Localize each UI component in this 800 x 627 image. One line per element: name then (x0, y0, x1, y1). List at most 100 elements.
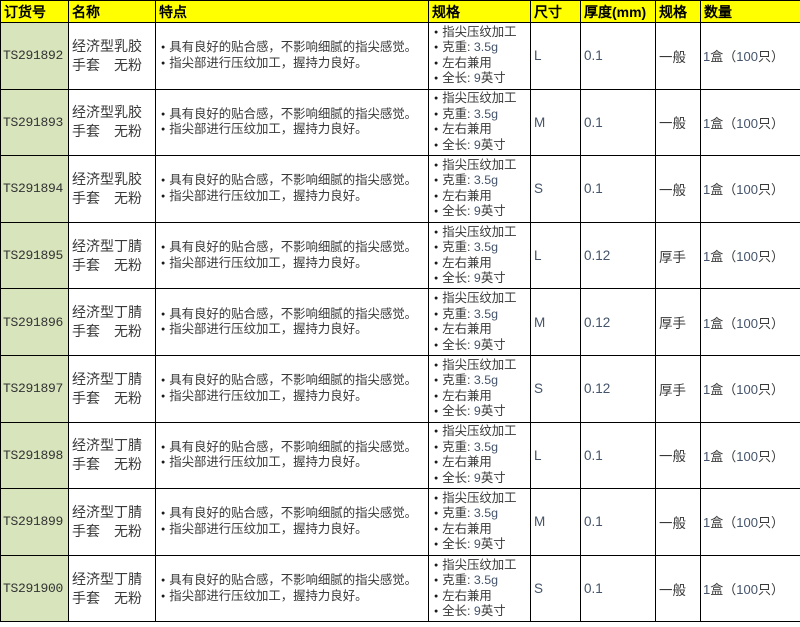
spec-text: 左右兼用 (442, 255, 492, 270)
cell-quantity[interactable]: 1盒（100只） (700, 88, 800, 157)
cell-thickness[interactable]: 0.1 (580, 22, 656, 90)
bullet-icon: ● (161, 577, 166, 585)
cell-features[interactable]: ● 具有良好的贴合感，不影响细腻的指尖感觉。 ● 指尖部进行压纹加工，握持力良好。 (155, 354, 429, 423)
cell-features[interactable]: ● 具有良好的贴合感，不影响细腻的指尖感觉。 ● 指尖部进行压纹加工，握持力良好。 (155, 288, 429, 356)
spec-item: ● 克重: 3.5g (434, 107, 528, 123)
cell-size[interactable]: M (530, 488, 581, 556)
cell-grade[interactable]: 一般 (655, 22, 701, 90)
cell-order-no[interactable]: TS291894 (0, 155, 69, 223)
cell-thickness[interactable]: 0.12 (580, 288, 656, 356)
cell-quantity[interactable]: 1盒（100只） (700, 554, 800, 623)
cell-name[interactable]: 经济型丁腈手套 无粉 (68, 288, 156, 356)
cell-order-no[interactable]: TS291899 (0, 488, 69, 556)
spec-item: ● 全长: 9英寸 (434, 204, 528, 220)
cell-grade[interactable]: 厚手 (655, 354, 701, 423)
cell-grade[interactable]: 一般 (655, 421, 701, 490)
cell-specs[interactable]: ● 指尖压纹加工 ● 克重: 3.5g ● 左右兼用 ● 全长: 9英寸 (428, 221, 531, 290)
col-header-order-no[interactable]: 订货号 (0, 0, 69, 23)
cell-quantity[interactable]: 1盒（100只） (700, 22, 800, 90)
cell-order-no[interactable]: TS291897 (0, 354, 69, 423)
feature-item: ● 指尖部进行压纹加工，握持力良好。 (161, 455, 426, 471)
cell-size[interactable]: M (530, 288, 581, 356)
cell-thickness[interactable]: 0.12 (580, 354, 656, 423)
table-row: TS291897 经济型丁腈手套 无粉 ● 具有良好的贴合感，不影响细腻的指尖感觉… (0, 354, 800, 423)
cell-grade[interactable]: 厚手 (655, 288, 701, 356)
feature-text: 指尖部进行压纹加工，握持力良好。 (169, 588, 368, 603)
cell-features[interactable]: ● 具有良好的贴合感，不影响细腻的指尖感觉。 ● 指尖部进行压纹加工，握持力良好。 (155, 554, 429, 623)
col-header-name[interactable]: 名称 (68, 0, 156, 23)
cell-specs[interactable]: ● 指尖压纹加工 ● 克重: 3.5g ● 左右兼用 ● 全长: 9英寸 (428, 554, 531, 623)
cell-quantity[interactable]: 1盒（100只） (700, 421, 800, 490)
table-row: TS291892 经济型乳胶手套 无粉 ● 具有良好的贴合感，不影响细腻的指尖感觉… (0, 22, 800, 90)
cell-name[interactable]: 经济型丁腈手套 无粉 (68, 354, 156, 423)
cell-specs[interactable]: ● 指尖压纹加工 ● 克重: 3.5g ● 左右兼用 ● 全长: 9英寸 (428, 22, 531, 90)
cell-thickness[interactable]: 0.1 (580, 554, 656, 623)
cell-order-no[interactable]: TS291896 (0, 288, 69, 356)
cell-specs[interactable]: ● 指尖压纹加工 ● 克重: 3.5g ● 左右兼用 ● 全长: 9英寸 (428, 488, 531, 556)
spec-item: ● 指尖压纹加工 (434, 225, 528, 241)
cell-features[interactable]: ● 具有良好的贴合感，不影响细腻的指尖感觉。 ● 指尖部进行压纹加工，握持力良好。 (155, 88, 429, 157)
col-header-size[interactable]: 尺寸 (530, 0, 581, 23)
cell-size[interactable]: S (530, 155, 581, 223)
cell-specs[interactable]: ● 指尖压纹加工 ● 克重: 3.5g ● 左右兼用 ● 全长: 9英寸 (428, 155, 531, 223)
cell-features[interactable]: ● 具有良好的贴合感，不影响细腻的指尖感觉。 ● 指尖部进行压纹加工，握持力良好。 (155, 155, 429, 223)
feature-item: ● 指尖部进行压纹加工，握持力良好。 (161, 322, 426, 338)
cell-order-no[interactable]: TS291892 (0, 22, 69, 90)
cell-grade[interactable]: 一般 (655, 88, 701, 157)
cell-specs[interactable]: ● 指尖压纹加工 ● 克重: 3.5g ● 左右兼用 ● 全长: 9英寸 (428, 88, 531, 157)
cell-specs[interactable]: ● 指尖压纹加工 ● 克重: 3.5g ● 左右兼用 ● 全长: 9英寸 (428, 354, 531, 423)
cell-thickness[interactable]: 0.1 (580, 88, 656, 157)
cell-quantity[interactable]: 1盒（100只） (700, 288, 800, 356)
cell-size[interactable]: S (530, 354, 581, 423)
col-header-quantity[interactable]: 数量 (700, 0, 800, 23)
cell-grade[interactable]: 厚手 (655, 221, 701, 290)
col-header-grade[interactable]: 规格 (655, 0, 701, 23)
bullet-icon: ● (434, 525, 439, 533)
bullet-icon: ● (434, 126, 439, 134)
cell-size[interactable]: L (530, 421, 581, 490)
cell-grade[interactable]: 一般 (655, 554, 701, 623)
col-header-thickness[interactable]: 厚度(mm) (580, 0, 656, 23)
cell-quantity[interactable]: 1盒（100只） (700, 221, 800, 290)
cell-name[interactable]: 经济型乳胶手套 无粉 (68, 88, 156, 157)
cell-order-no[interactable]: TS291893 (0, 88, 69, 157)
cell-name[interactable]: 经济型丁腈手套 无粉 (68, 421, 156, 490)
cell-name[interactable]: 经济型丁腈手套 无粉 (68, 221, 156, 290)
cell-features[interactable]: ● 具有良好的贴合感，不影响细腻的指尖感觉。 ● 指尖部进行压纹加工，握持力良好。 (155, 421, 429, 490)
cell-features[interactable]: ● 具有良好的贴合感，不影响细腻的指尖感觉。 ● 指尖部进行压纹加工，握持力良好。 (155, 22, 429, 90)
cell-order-no[interactable]: TS291900 (0, 554, 69, 623)
feature-item: ● 具有良好的贴合感，不影响细腻的指尖感觉。 (161, 40, 426, 56)
bullet-icon: ● (434, 341, 439, 349)
cell-size[interactable]: L (530, 22, 581, 90)
spec-text: 左右兼用 (442, 588, 492, 603)
cell-name[interactable]: 经济型丁腈手套 无粉 (68, 488, 156, 556)
cell-quantity[interactable]: 1盒（100只） (700, 155, 800, 223)
cell-grade[interactable]: 一般 (655, 155, 701, 223)
cell-thickness[interactable]: 0.1 (580, 155, 656, 223)
cell-order-no[interactable]: TS291898 (0, 421, 69, 490)
col-header-specs[interactable]: 规格 (428, 0, 531, 23)
cell-name[interactable]: 经济型乳胶手套 无粉 (68, 155, 156, 223)
col-header-features[interactable]: 特点 (155, 0, 429, 23)
cell-specs[interactable]: ● 指尖压纹加工 ● 克重: 3.5g ● 左右兼用 ● 全长: 9英寸 (428, 288, 531, 356)
cell-specs[interactable]: ● 指尖压纹加工 ● 克重: 3.5g ● 左右兼用 ● 全长: 9英寸 (428, 421, 531, 490)
cell-name[interactable]: 经济型丁腈手套 无粉 (68, 554, 156, 623)
cell-size[interactable]: L (530, 221, 581, 290)
cell-thickness[interactable]: 0.1 (580, 488, 656, 556)
spec-text: 指尖压纹加工 (442, 357, 517, 372)
cell-features[interactable]: ● 具有良好的贴合感，不影响细腻的指尖感觉。 ● 指尖部进行压纹加工，握持力良好。 (155, 488, 429, 556)
cell-size[interactable]: M (530, 88, 581, 157)
cell-quantity[interactable]: 1盒（100只） (700, 488, 800, 556)
cell-quantity[interactable]: 1盒（100只） (700, 354, 800, 423)
cell-name[interactable]: 经济型乳胶手套 无粉 (68, 22, 156, 90)
feature-item: ● 指尖部进行压纹加工，握持力良好。 (161, 56, 426, 72)
cell-features[interactable]: ● 具有良好的贴合感，不影响细腻的指尖感觉。 ● 指尖部进行压纹加工，握持力良好。 (155, 221, 429, 290)
spec-text: 全长: 9英寸 (442, 337, 506, 352)
cell-thickness[interactable]: 0.12 (580, 221, 656, 290)
cell-order-no[interactable]: TS291895 (0, 221, 69, 290)
cell-size[interactable]: S (530, 554, 581, 623)
cell-grade[interactable]: 一般 (655, 488, 701, 556)
cell-thickness[interactable]: 0.1 (580, 421, 656, 490)
bullet-icon: ● (161, 259, 166, 267)
